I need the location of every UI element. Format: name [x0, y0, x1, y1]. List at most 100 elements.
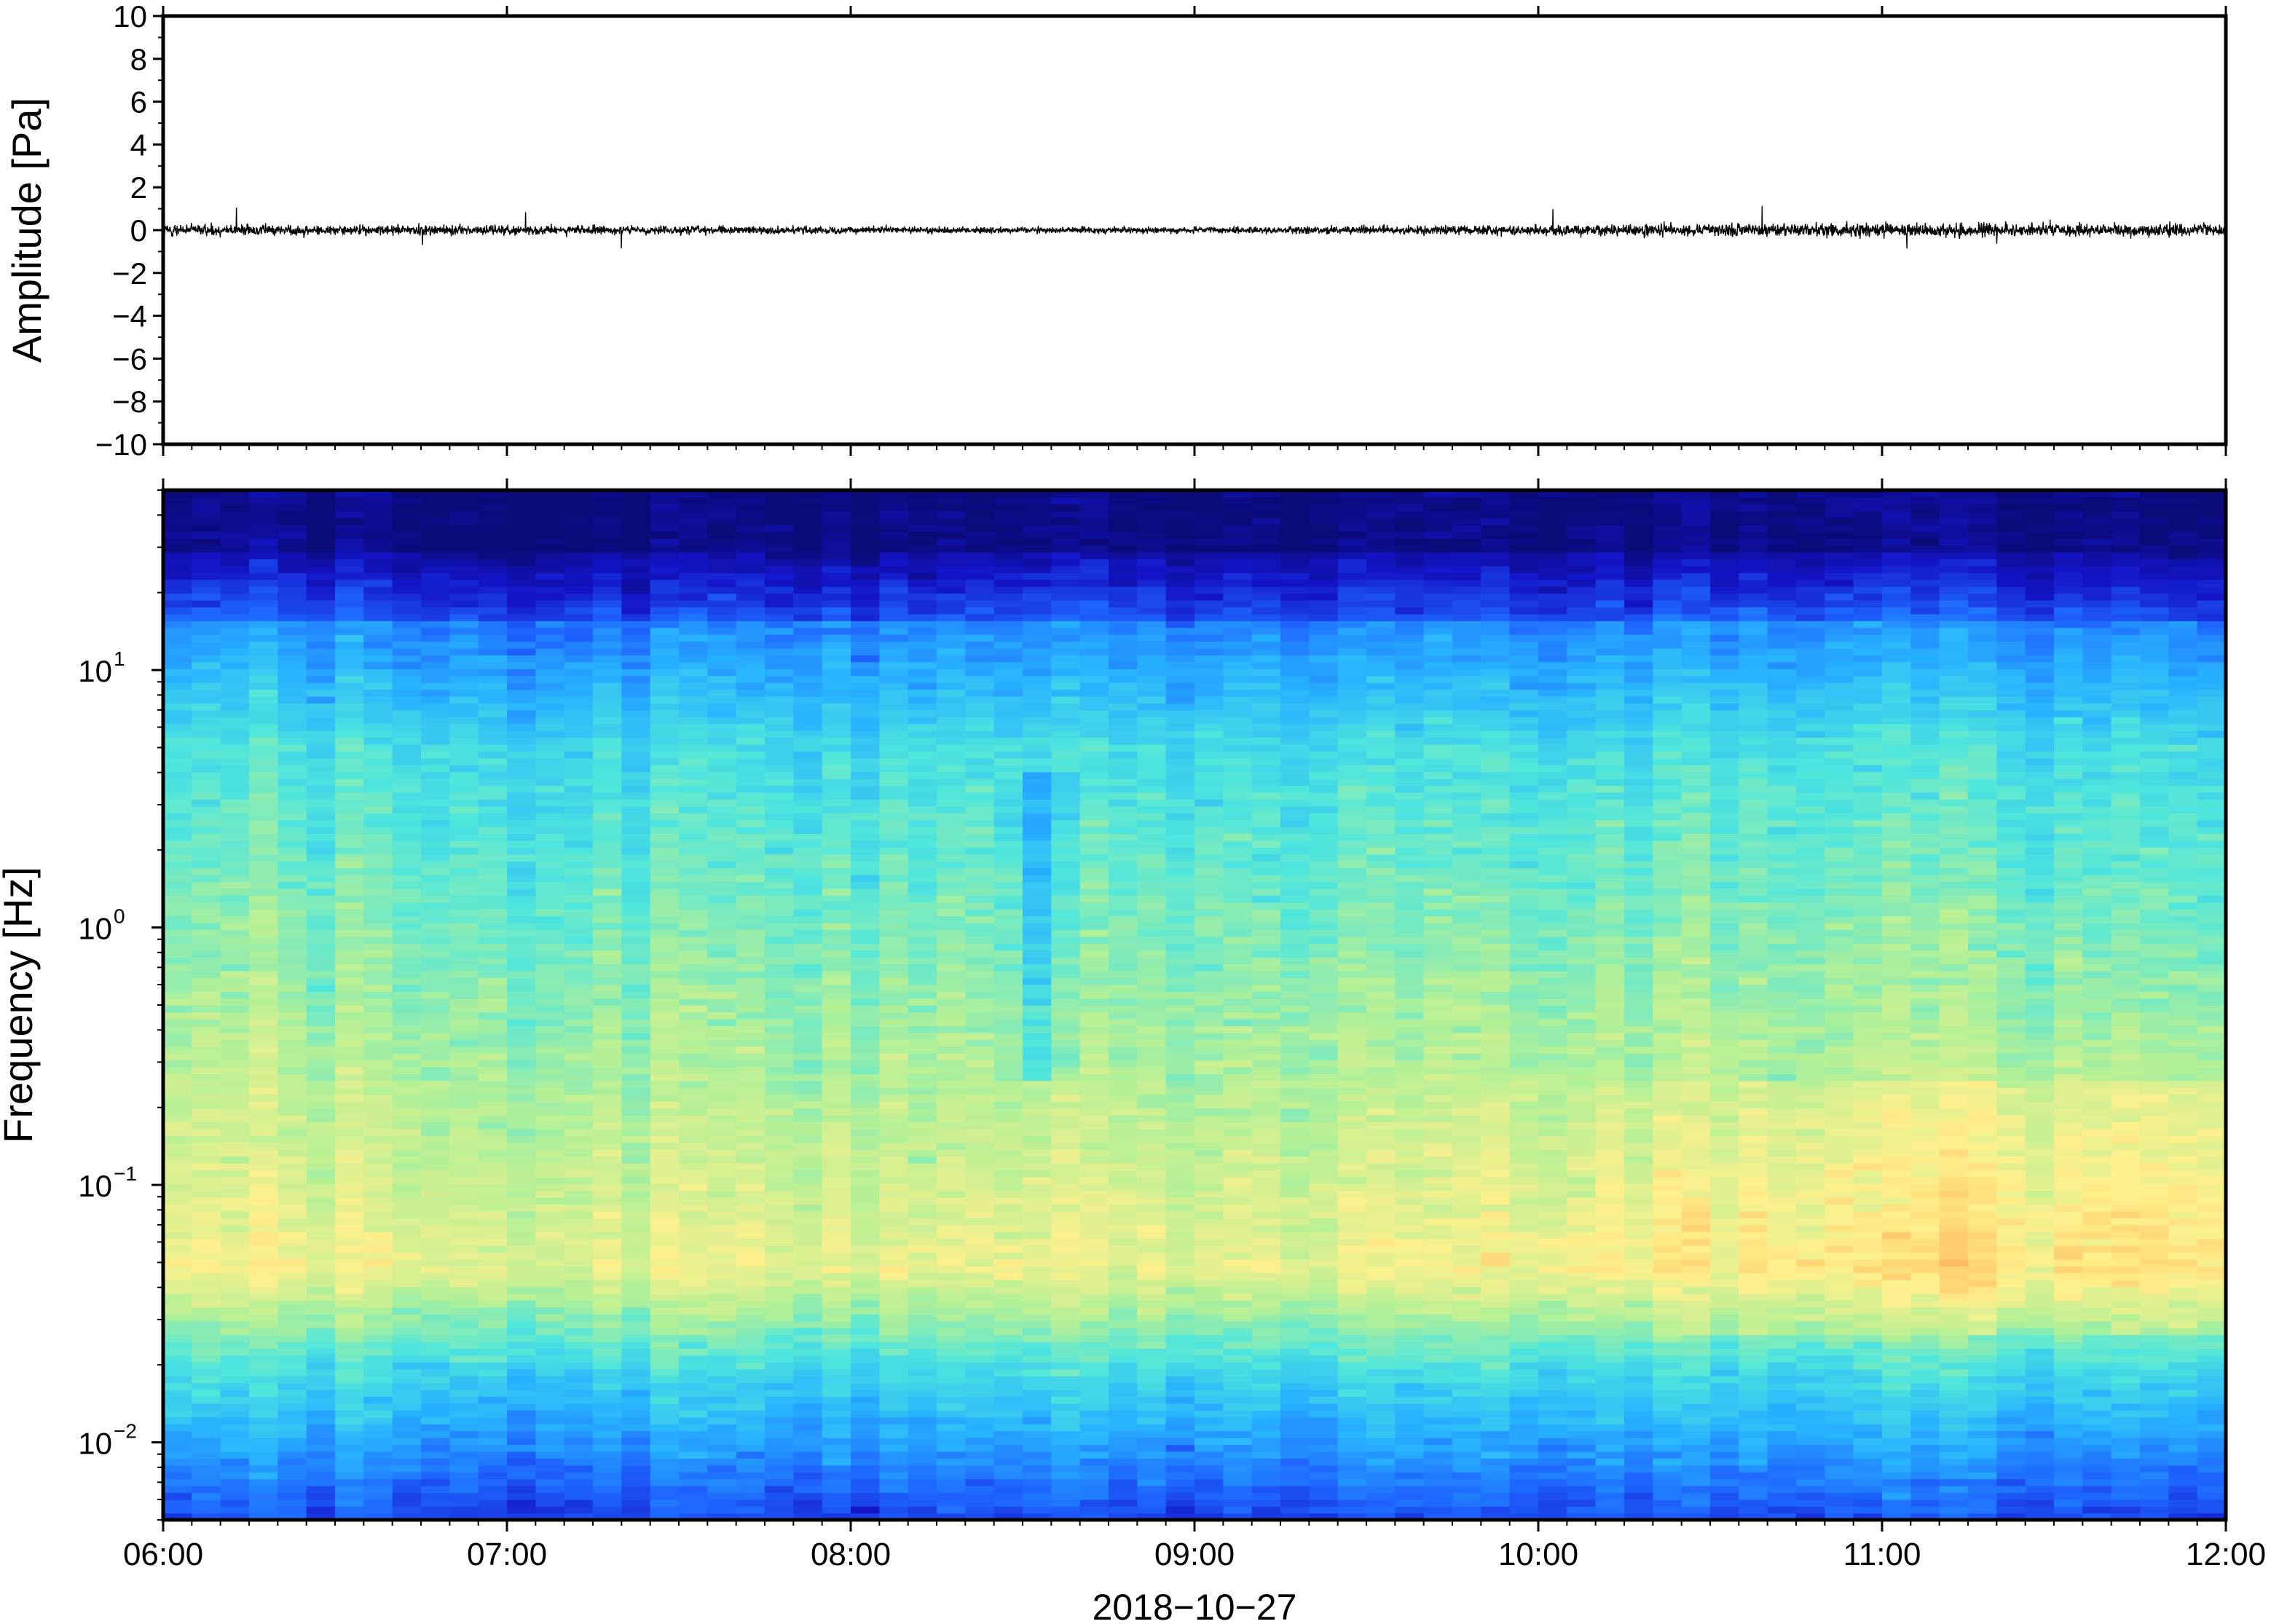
spectrogram-cell	[192, 1341, 221, 1349]
spectrogram-cell	[220, 1162, 250, 1170]
spectrogram-cell	[1023, 1320, 1052, 1328]
spectrogram-cell	[650, 1286, 680, 1294]
spectrogram-cell	[449, 1314, 479, 1322]
spectrogram-cell	[163, 613, 193, 621]
spectrogram-cell	[650, 1320, 680, 1328]
spectrogram-cell	[507, 751, 537, 759]
spectrogram-cell	[163, 634, 193, 642]
spectrogram-cell	[278, 1108, 307, 1116]
spectrogram-cell	[679, 1060, 709, 1068]
spectrogram-cell	[363, 1258, 393, 1266]
spectrogram-cell	[1023, 1046, 1052, 1054]
spectrogram-cell	[278, 613, 307, 621]
spectrogram-cell	[478, 936, 508, 944]
spectrogram-cell	[392, 805, 422, 813]
spectrogram-cell	[564, 1368, 594, 1376]
spectrogram-cell	[1023, 737, 1052, 745]
spectrogram-cell	[707, 1204, 737, 1212]
spectrogram-cell	[822, 641, 851, 649]
spectrogram-cell	[993, 1204, 1023, 1212]
spectrogram-cell	[679, 1135, 709, 1143]
spectrogram-cell	[765, 565, 795, 573]
spectrogram-cell	[937, 861, 967, 869]
spectrogram-cell	[192, 1094, 221, 1102]
spectrogram-cell	[650, 1416, 680, 1424]
spectrogram-cell	[449, 984, 479, 992]
spectrogram-cell	[707, 805, 737, 813]
spectrogram-cell	[965, 1348, 995, 1356]
spectrogram-cell	[593, 1348, 623, 1356]
spectrogram-cell	[449, 1142, 479, 1150]
spectrogram-cell	[1023, 1416, 1052, 1424]
spectrogram-cell	[1051, 703, 1081, 711]
spectrogram-cell	[564, 1080, 594, 1088]
spectrogram-cell	[793, 751, 823, 759]
spectrogram-cell	[306, 1437, 336, 1446]
spectrogram-cell	[736, 607, 765, 615]
spectrogram-cell	[564, 503, 594, 512]
spectrogram-cell	[793, 607, 823, 615]
spectrogram-cell	[593, 1396, 623, 1404]
spectrogram-cell	[163, 963, 193, 971]
spectrogram-cell	[507, 1314, 537, 1322]
spectrogram-cell	[679, 1368, 709, 1376]
spectrogram-cell	[621, 538, 651, 546]
spectrogram-cell	[707, 1293, 737, 1301]
spectrogram-cell	[822, 1080, 851, 1088]
spectrogram-cell	[220, 607, 250, 615]
spectrogram-cell	[1023, 1032, 1052, 1040]
spectrogram-cell	[736, 909, 765, 917]
spectrogram-cell	[822, 984, 851, 992]
spectrogram-cell	[535, 538, 565, 546]
spectrogram-cell	[822, 669, 851, 677]
spectrogram-cell	[993, 895, 1023, 903]
spectrogram-cell	[822, 545, 851, 553]
spectrogram-cell	[736, 1156, 765, 1164]
spectrogram-cell	[937, 1258, 967, 1266]
spectrogram-cell	[1051, 792, 1081, 800]
spectrogram-cell	[449, 1122, 479, 1130]
spectrogram-cell	[220, 1320, 250, 1328]
spectrogram-cell	[535, 1108, 565, 1116]
spectrogram-cell	[593, 1231, 623, 1239]
spectrogram-cell	[822, 895, 851, 903]
spectrogram-cell	[335, 847, 365, 855]
spectrogram-cell	[736, 1465, 765, 1473]
spectrogram-cell	[707, 1218, 737, 1226]
spectrogram-cell	[593, 709, 623, 717]
spectrogram-cell	[621, 1060, 651, 1068]
spectrogram-cell	[507, 1430, 537, 1438]
spectrogram-cell	[621, 1156, 651, 1164]
spectrogram-cell	[535, 1197, 565, 1205]
spectrogram-cell	[908, 655, 937, 663]
spectrogram-cell	[621, 1348, 651, 1356]
spectrogram-cell	[1023, 1472, 1052, 1480]
spectrogram-cell	[937, 874, 967, 883]
spectrogram-cell	[449, 607, 479, 615]
spectrogram-cell	[1051, 524, 1081, 532]
spectrogram-cell	[1023, 915, 1052, 923]
spectrogram-cell	[1023, 881, 1052, 889]
spectrogram-cell	[421, 1190, 451, 1198]
spectrogram-cell	[363, 1210, 393, 1218]
spectrogram-cell	[163, 1060, 193, 1068]
spectrogram-cell	[1079, 1210, 1109, 1218]
spectrogram-cell	[306, 1012, 336, 1020]
spectrogram-cell	[621, 1485, 651, 1494]
spectrogram-cell	[564, 840, 594, 848]
spectrogram-cell	[220, 1416, 250, 1424]
spectrogram-cell	[306, 1506, 336, 1514]
spectrogram-cell	[192, 1314, 221, 1322]
spectrogram-cell	[192, 861, 221, 869]
spectrogram-cell	[965, 1183, 995, 1191]
spectrogram-cell	[593, 675, 623, 683]
spectrogram-cell	[793, 929, 823, 937]
spectrogram-cell	[392, 1328, 422, 1336]
spectrogram-cell	[965, 751, 995, 759]
spectrogram-cell	[822, 1005, 851, 1013]
spectrogram-cell	[507, 1286, 537, 1294]
spectrogram-cell	[822, 682, 851, 690]
spectrogram-cell	[421, 579, 451, 587]
spectrogram-cell	[937, 1114, 967, 1122]
spectrogram-cell	[822, 1382, 851, 1390]
